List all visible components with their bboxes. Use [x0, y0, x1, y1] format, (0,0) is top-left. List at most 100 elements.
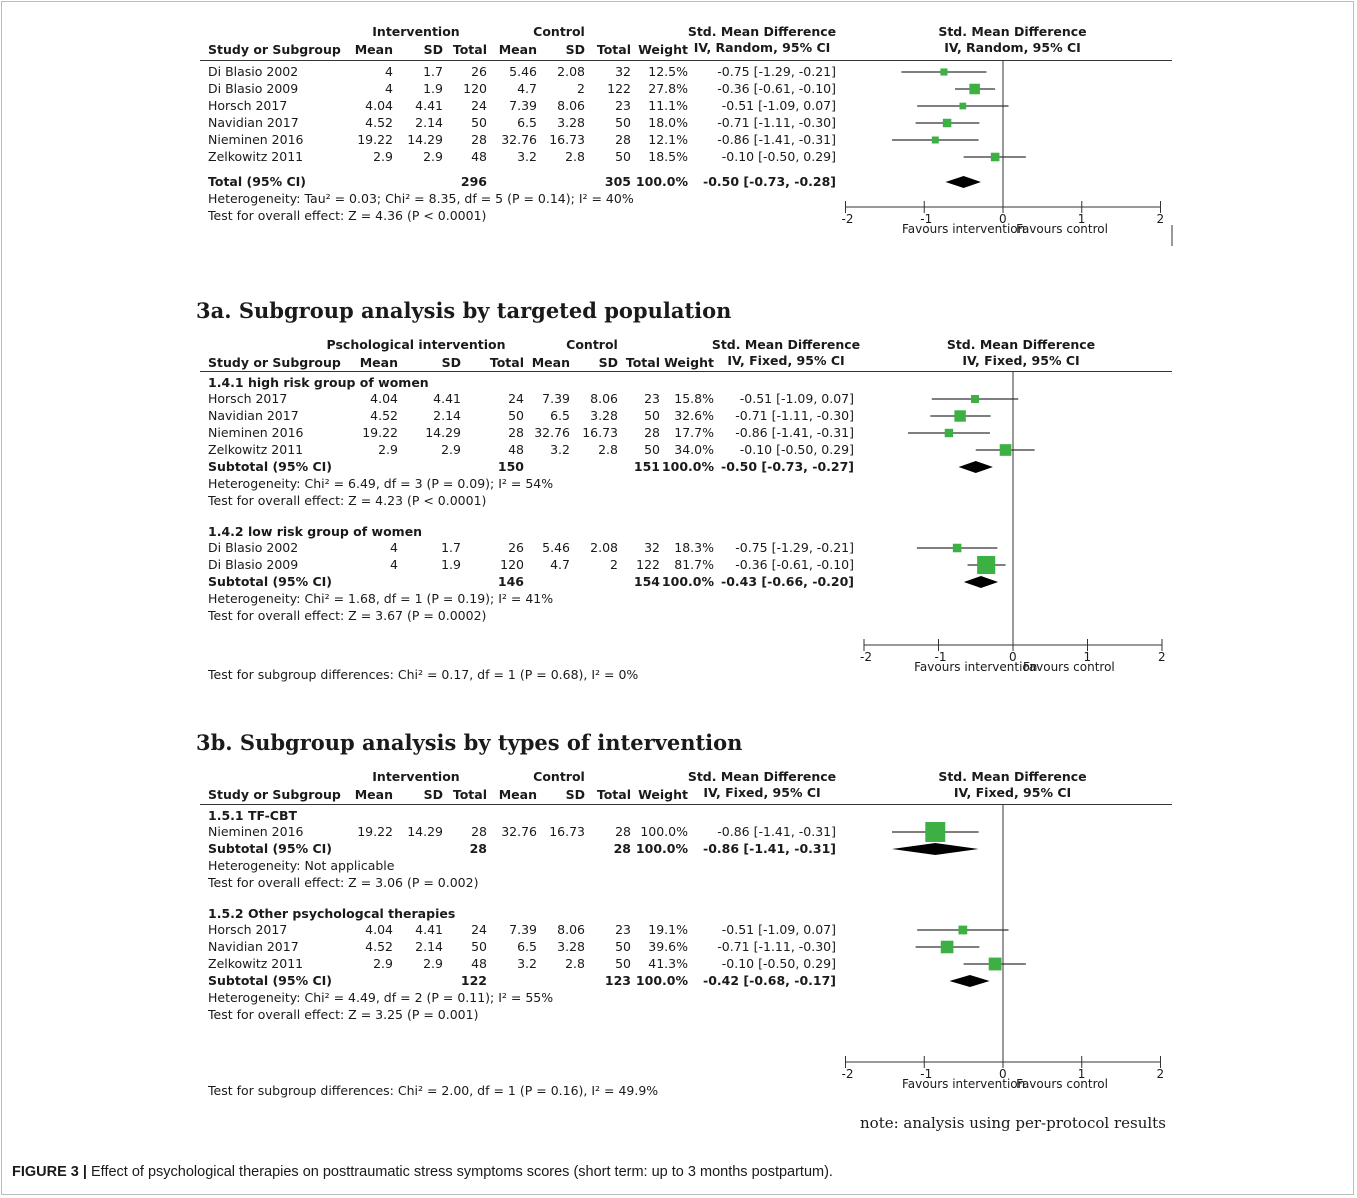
control-mean: 5.46 — [509, 64, 537, 79]
control-total: 50 — [644, 408, 660, 423]
control-sd: 3.28 — [590, 408, 618, 423]
control-sd: 2.08 — [557, 64, 585, 79]
plot-header: Std. Mean Difference — [946, 337, 1096, 352]
intervention-mean: 4.04 — [365, 98, 393, 113]
group-header: Pschological intervention — [326, 337, 506, 352]
study-name: Zelkowitz 2011 — [208, 149, 304, 164]
column-header: Mean — [354, 42, 393, 57]
control-sd: 2.8 — [565, 956, 585, 971]
column-header: Total — [596, 42, 631, 57]
subtotal-int-total: 296 — [460, 174, 487, 189]
study-weight: 39.6% — [648, 939, 688, 954]
control-mean: 3.2 — [517, 149, 537, 164]
intervention-mean: 4.52 — [370, 408, 398, 423]
study-name: Nieminen 2016 — [208, 132, 304, 147]
subtotal-label: Subtotal (95% CI) — [208, 841, 332, 856]
plot-method: IV, Random, 95% CI — [944, 40, 1081, 55]
study-ci: -0.86 [-1.41, -0.31] — [717, 132, 836, 147]
caption-label: FIGURE 3 | — [12, 1164, 87, 1180]
study-ci: -0.10 [-0.50, 0.29] — [721, 956, 836, 971]
intervention-total: 28 — [471, 132, 487, 147]
subgroup-title: 1.4.1 high risk group of women — [208, 375, 429, 390]
analysis-note: note: analysis using per-protocol result… — [860, 1114, 1166, 1132]
control-mean: 4.7 — [550, 557, 570, 572]
control-total: 23 — [615, 922, 631, 937]
control-sd: 16.73 — [582, 425, 618, 440]
study-ci: -0.10 [-0.50, 0.29] — [721, 149, 836, 164]
control-mean: 3.2 — [517, 956, 537, 971]
subtotal-ci: -0.42 [-0.68, -0.17] — [703, 973, 836, 988]
study-weight: 32.6% — [674, 408, 714, 423]
intervention-mean: 4 — [390, 557, 398, 572]
smd-header: Std. Mean Difference — [687, 769, 837, 784]
study-weight: 17.7% — [674, 425, 714, 440]
column-header: Mean — [359, 355, 398, 370]
control-sd: 8.06 — [557, 98, 585, 113]
study-weight: 19.1% — [648, 922, 688, 937]
control-total: 50 — [615, 115, 631, 130]
heterogeneity-text: Heterogeneity: Chi² = 4.49, df = 2 (P = … — [208, 990, 554, 1005]
subtotal-ctl-total: 154 — [633, 574, 660, 589]
control-sd: 16.73 — [549, 132, 585, 147]
column-header: Study or Subgroup — [208, 355, 341, 370]
intervention-sd: 2.14 — [433, 408, 461, 423]
intervention-mean: 4 — [385, 64, 393, 79]
intervention-sd: 2.9 — [441, 442, 461, 457]
column-header: Total — [452, 787, 487, 802]
subtotal-ci: -0.50 [-0.73, -0.27] — [721, 459, 854, 474]
column-header: SD — [598, 355, 618, 370]
plot-header: Std. Mean Difference — [938, 24, 1087, 39]
control-mean: 32.76 — [501, 824, 537, 839]
intervention-sd: 14.29 — [407, 132, 443, 147]
study-ci: -0.51 [-1.09, 0.07] — [721, 98, 836, 113]
intervention-sd: 1.7 — [441, 540, 461, 555]
control-sd: 2.08 — [590, 540, 618, 555]
subtotal-int-total: 28 — [469, 841, 487, 856]
overall-effect-text: Test for overall effect: Z = 4.36 (P < 0… — [208, 208, 487, 223]
intervention-sd: 2.9 — [423, 149, 443, 164]
intervention-total: 26 — [471, 64, 487, 79]
intervention-sd: 1.9 — [441, 557, 461, 572]
intervention-mean: 4.52 — [365, 939, 393, 954]
intervention-total: 50 — [471, 939, 487, 954]
study-weight: 12.1% — [648, 132, 688, 147]
control-total: 122 — [607, 81, 631, 96]
intervention-total: 50 — [508, 408, 524, 423]
control-total: 122 — [636, 557, 660, 572]
control-mean: 6.5 — [550, 408, 570, 423]
study-weight: 11.1% — [648, 98, 688, 113]
study-weight: 18.5% — [648, 149, 688, 164]
control-mean: 7.39 — [509, 98, 537, 113]
group-header: Intervention — [372, 769, 460, 784]
intervention-total: 24 — [508, 391, 524, 406]
intervention-mean: 2.9 — [378, 442, 398, 457]
control-total: 28 — [615, 824, 631, 839]
study-name: Di Blasio 2002 — [208, 64, 299, 79]
intervention-mean: 2.9 — [373, 149, 393, 164]
caption-text: Effect of psychological therapies on pos… — [91, 1164, 833, 1180]
study-ci: -0.10 [-0.50, 0.29] — [739, 442, 854, 457]
study-name: Navidian 2017 — [208, 408, 299, 423]
study-name: Zelkowitz 2011 — [208, 442, 304, 457]
intervention-total: 48 — [471, 149, 487, 164]
control-mean: 5.46 — [542, 540, 570, 555]
study-weight: 100.0% — [640, 824, 688, 839]
intervention-total: 26 — [508, 540, 524, 555]
study-weight: 41.3% — [648, 956, 688, 971]
intervention-sd: 1.9 — [423, 81, 443, 96]
smd-header: Std. Mean Difference — [711, 337, 861, 352]
subtotal-label: Subtotal (95% CI) — [208, 459, 332, 474]
column-header: Total — [489, 355, 524, 370]
subtotal-ctl-total: 151 — [633, 459, 660, 474]
column-header: Mean — [354, 787, 393, 802]
group-header: Intervention — [372, 24, 460, 39]
plot-header: Std. Mean Difference — [938, 769, 1087, 784]
smd-method: IV, Random, 95% CI — [693, 40, 831, 55]
control-total: 23 — [644, 391, 660, 406]
intervention-sd: 4.41 — [415, 922, 443, 937]
column-header: Mean — [498, 787, 537, 802]
column-header: Mean — [498, 42, 537, 57]
intervention-total: 24 — [471, 922, 487, 937]
header-rule — [200, 804, 1172, 805]
intervention-total: 50 — [471, 115, 487, 130]
